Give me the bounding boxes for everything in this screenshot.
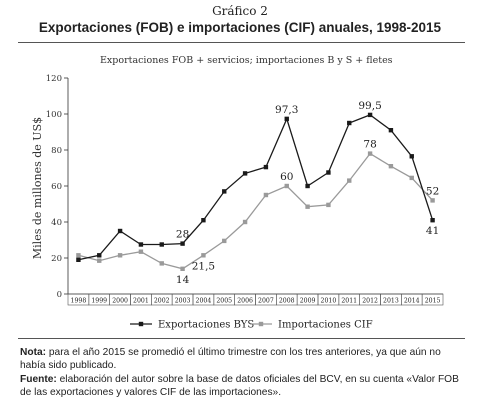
x-tick-label: 2008 bbox=[279, 298, 295, 305]
y-tick-label: 60 bbox=[51, 182, 62, 192]
data-point bbox=[388, 128, 394, 133]
x-tick-label: 1999 bbox=[91, 298, 107, 305]
data-point bbox=[159, 242, 164, 247]
x-tick-label: 2004 bbox=[196, 298, 212, 305]
chart-subtitle: Exportaciones FOB + servicios; importaci… bbox=[100, 55, 393, 66]
x-tick-label: 2009 bbox=[300, 298, 316, 305]
x-tick-label: 2015 bbox=[425, 298, 441, 305]
data-point bbox=[388, 164, 394, 169]
data-point bbox=[242, 171, 248, 176]
data-point bbox=[367, 112, 373, 118]
data-point bbox=[76, 253, 81, 258]
data-point bbox=[284, 183, 289, 189]
x-tick-label: 2001 bbox=[133, 298, 149, 305]
data-label: 52 bbox=[426, 185, 439, 197]
data-point bbox=[305, 204, 310, 209]
data-point bbox=[409, 175, 414, 181]
y-axis-label: Miles de millones de US$ bbox=[31, 117, 44, 259]
y-tick-label: 0 bbox=[57, 290, 62, 300]
series-group bbox=[76, 112, 435, 271]
data-point bbox=[409, 154, 414, 159]
data-label: 41 bbox=[426, 225, 439, 237]
x-tick-label: 2002 bbox=[154, 298, 170, 305]
data-point bbox=[201, 218, 206, 223]
data-point bbox=[347, 178, 352, 183]
data-point bbox=[347, 120, 352, 126]
y-tick-label: 20 bbox=[51, 254, 62, 264]
x-tick-box bbox=[421, 293, 444, 306]
chart-title: Exportaciones (FOB) e importaciones (CIF… bbox=[38, 20, 442, 35]
data-point bbox=[138, 249, 144, 254]
data-label: 28 bbox=[176, 229, 189, 241]
data-label: 99,5 bbox=[358, 100, 381, 112]
legend-marker bbox=[258, 321, 264, 327]
fuente-paragraph: Fuente: elaboración del autor sobre la b… bbox=[20, 373, 465, 399]
data-point bbox=[326, 202, 331, 208]
data-point bbox=[222, 189, 227, 194]
y-tick-label: 40 bbox=[51, 218, 62, 228]
x-tick-label: 2010 bbox=[321, 298, 337, 305]
data-point bbox=[97, 253, 102, 258]
fuente-label: Fuente: bbox=[20, 374, 57, 385]
data-point bbox=[97, 258, 102, 263]
data-point bbox=[430, 218, 435, 223]
x-tick-label: 2012 bbox=[362, 298, 378, 305]
data-point bbox=[263, 164, 269, 170]
x-ticks: 1998 1999 2000 2001 2002 2003 2004 2005 2006 2007… bbox=[67, 293, 444, 306]
data-point bbox=[76, 257, 81, 262]
data-point bbox=[242, 219, 248, 225]
nota-paragraph: Nota: para el año 2015 se promedió el úl… bbox=[20, 346, 465, 372]
x-tick-label: 2000 bbox=[112, 298, 128, 305]
y-tick-label: 80 bbox=[51, 146, 62, 156]
top-rule bbox=[18, 42, 465, 43]
data-point bbox=[326, 170, 331, 175]
legend: Exportaciones BYS Importaciones CIF bbox=[130, 320, 373, 331]
bottom-rule bbox=[18, 338, 465, 339]
data-point bbox=[284, 116, 289, 122]
fuente-text: elaboración del autor sobre la base de d… bbox=[20, 374, 459, 398]
data-point bbox=[180, 241, 185, 246]
data-point bbox=[201, 253, 206, 258]
legend-label: Exportaciones BYS bbox=[158, 320, 254, 331]
data-point bbox=[430, 198, 435, 203]
data-label: 60 bbox=[280, 171, 293, 183]
data-point bbox=[138, 242, 144, 247]
data-point bbox=[263, 192, 269, 198]
data-point bbox=[367, 151, 373, 156]
data-label: 97,3 bbox=[275, 104, 298, 116]
legend-label: Importaciones CIF bbox=[278, 320, 373, 331]
data-label: 14 bbox=[176, 274, 190, 286]
series-line bbox=[78, 152, 434, 270]
x-tick-label: 2006 bbox=[237, 298, 253, 305]
data-point bbox=[180, 266, 185, 271]
nota-label: Nota: bbox=[20, 347, 47, 358]
y-tick-label: 100 bbox=[46, 110, 62, 120]
data-point bbox=[117, 253, 123, 258]
x-tick-label: 2011 bbox=[341, 298, 357, 305]
x-tick-label: 2003 bbox=[175, 298, 191, 305]
legend-marker bbox=[138, 321, 144, 327]
x-tick-label: 2013 bbox=[383, 298, 399, 305]
nota-text: para el año 2015 se promedió el último t… bbox=[20, 347, 441, 371]
data-point bbox=[305, 183, 310, 189]
data-label: 21,5 bbox=[192, 260, 215, 272]
data-point bbox=[222, 238, 227, 244]
x-tick-label: 2007 bbox=[258, 298, 274, 305]
series-line bbox=[78, 114, 434, 261]
x-tick-label: 1998 bbox=[71, 298, 87, 305]
chart: Exportaciones FOB + servicios; importaci… bbox=[31, 55, 444, 331]
figure-number: Gráfico 2 bbox=[212, 4, 268, 18]
y-tick-label: 120 bbox=[46, 74, 62, 84]
x-tick-label: 2005 bbox=[216, 298, 232, 305]
y-ticks: 0 20 40 60 80 100 120 bbox=[46, 74, 68, 300]
notes: Nota: para el año 2015 se promedió el úl… bbox=[20, 346, 465, 400]
data-point bbox=[159, 261, 164, 266]
x-tick-label: 2014 bbox=[404, 298, 420, 305]
data-label: 78 bbox=[363, 139, 376, 151]
data-point bbox=[117, 228, 123, 234]
